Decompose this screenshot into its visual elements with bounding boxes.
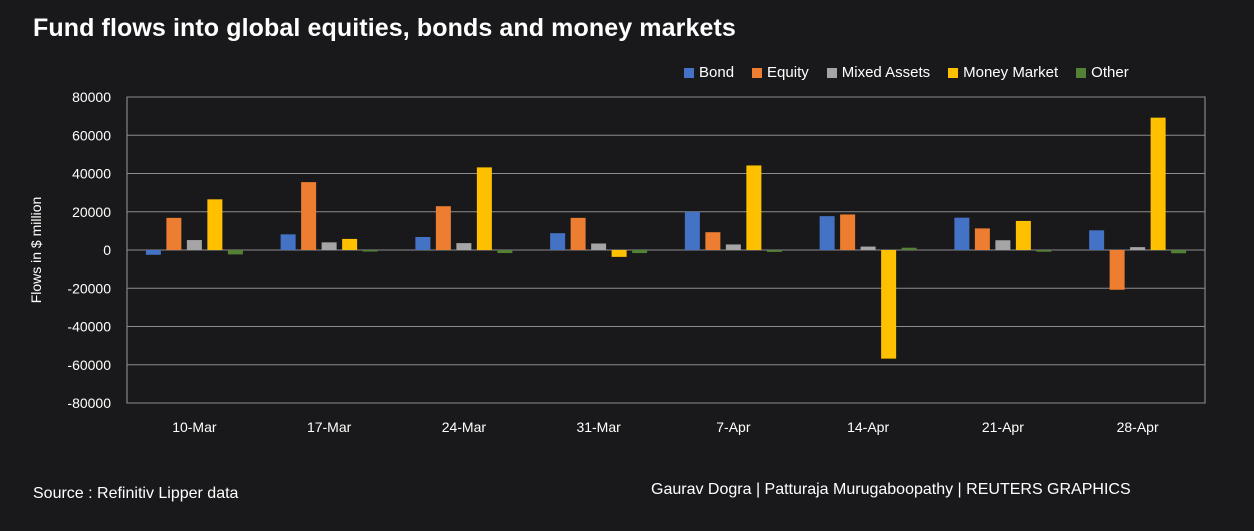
bar-equity — [840, 214, 856, 250]
bar-money-market — [342, 238, 358, 250]
chart-title: Fund flows into global equities, bonds a… — [33, 14, 736, 42]
bar-money-market — [1015, 220, 1031, 250]
legend-swatch — [752, 67, 763, 78]
legend-label: Money Market — [963, 64, 1059, 81]
bar-equity — [705, 232, 721, 250]
bar-mixed-assets — [725, 244, 741, 250]
bar-bond — [415, 236, 431, 250]
bar-bond — [684, 211, 700, 250]
y-tick-label: 20000 — [72, 204, 111, 220]
legend-label: Bond — [699, 64, 735, 81]
bar-bond — [550, 233, 566, 250]
bar-bond — [145, 250, 161, 255]
y-tick-label: 0 — [103, 242, 111, 258]
bar-other — [1036, 250, 1052, 252]
legend-swatch — [826, 67, 837, 78]
bar-mixed-assets — [1130, 247, 1146, 250]
bar-money-market — [1150, 117, 1166, 250]
legend-item: Mixed Assets — [826, 64, 931, 81]
bar-bond — [819, 216, 835, 250]
x-tick-label: 28-Apr — [1117, 419, 1159, 435]
bar-other — [1171, 250, 1187, 254]
x-tick-label: 17-Mar — [307, 419, 352, 435]
bar-other — [632, 250, 648, 254]
bar-money-market — [476, 167, 492, 250]
x-tick-label: 31-Mar — [576, 419, 621, 435]
x-tick-label: 10-Mar — [172, 419, 217, 435]
bar-equity — [301, 182, 317, 250]
legend-item: Equity — [752, 64, 809, 81]
y-axis-label: Flows in $ million — [28, 197, 44, 304]
x-tick-label: 24-Mar — [442, 419, 487, 435]
y-tick-label: -20000 — [67, 280, 111, 296]
bar-bond — [1089, 230, 1105, 250]
x-tick-label: 14-Apr — [847, 419, 889, 435]
chart-legend: Bond Equity Mixed Assets Money Market Other — [684, 64, 1147, 81]
legend-item: Bond — [684, 64, 734, 81]
bar-other — [362, 250, 378, 252]
bar-mixed-assets — [321, 242, 337, 250]
bar-mixed-assets — [186, 240, 202, 250]
bar-other — [227, 250, 243, 255]
y-tick-label: -60000 — [67, 357, 111, 373]
bar-bond — [280, 234, 296, 250]
x-tick-label: 21-Apr — [982, 419, 1024, 435]
legend-label: Other — [1091, 64, 1129, 81]
bar-mixed-assets — [995, 240, 1011, 250]
bar-other — [766, 250, 782, 252]
credits-note: Gaurav Dogra | Patturaja Murugaboopathy … — [651, 481, 1131, 498]
bar-money-market — [207, 199, 223, 250]
y-tick-label: 40000 — [72, 166, 111, 182]
bar-mixed-assets — [860, 246, 876, 250]
bar-equity — [974, 228, 990, 250]
y-tick-label: 60000 — [72, 127, 111, 143]
bar-bond — [954, 217, 970, 250]
legend-item: Other — [1076, 64, 1129, 81]
legend-swatch — [684, 67, 694, 78]
bar-equity — [570, 217, 586, 250]
bar-equity — [435, 206, 451, 250]
y-tick-label: -80000 — [67, 395, 111, 411]
bar-other — [901, 247, 917, 250]
y-tick-label: 80000 — [72, 89, 111, 105]
bar-equity — [1109, 250, 1125, 290]
bar-mixed-assets — [591, 243, 607, 250]
legend-swatch — [1076, 67, 1087, 78]
y-tick-label: -40000 — [67, 319, 111, 335]
legend-label: Mixed Assets — [841, 64, 931, 81]
source-note: Source : Refinitiv Lipper data — [33, 485, 239, 502]
legend-swatch — [948, 67, 959, 78]
bar-other — [497, 250, 513, 254]
legend-label: Equity — [767, 64, 809, 81]
bar-mixed-assets — [456, 243, 472, 250]
bar-money-market — [881, 250, 897, 359]
bar-equity — [166, 217, 182, 250]
bar-money-market — [611, 250, 627, 257]
x-tick-label: 7-Apr — [716, 419, 751, 435]
legend-item: Money Market — [948, 64, 1058, 81]
bar-money-market — [746, 165, 762, 250]
